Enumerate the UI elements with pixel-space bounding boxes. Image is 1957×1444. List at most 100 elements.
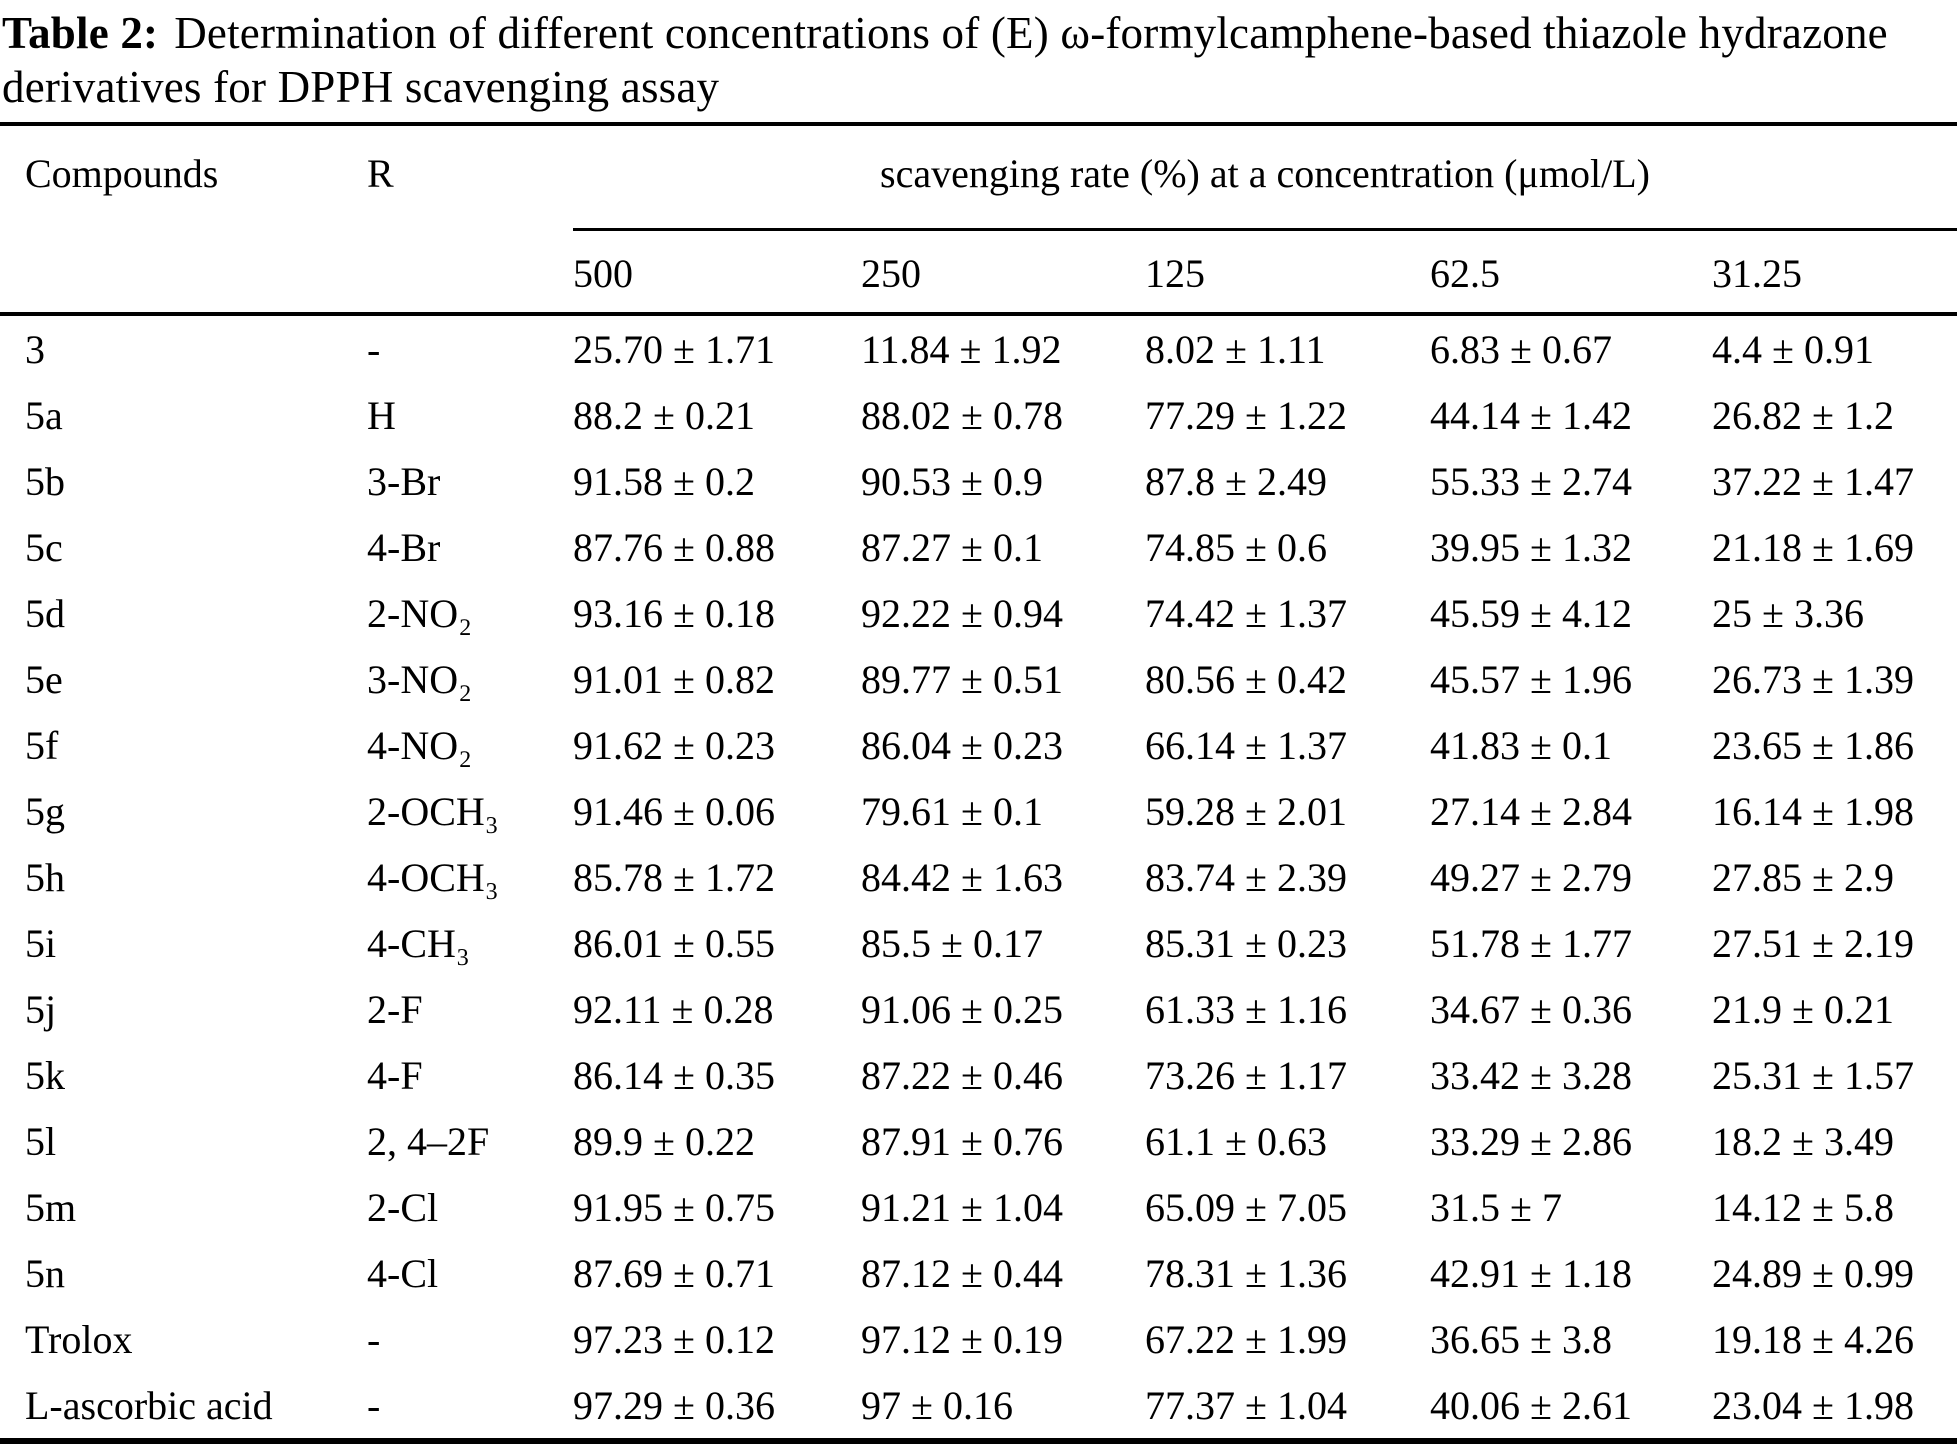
compound-cell: L-ascorbic acid: [25, 1382, 273, 1428]
scavenging-value-cell: 87.12 ± 0.44: [861, 1250, 1063, 1296]
scavenging-value-cell: 86.14 ± 0.35: [573, 1052, 775, 1098]
concentration-header: 31.25: [1712, 229, 1957, 316]
table-row: 3 - 25.70 ± 1.71 11.84 ± 1.92 8.02 ± 1.11 6.8…: [0, 314, 1957, 382]
header-row-top: Compounds R scavenging rate (%) at a con…: [0, 124, 1957, 316]
scavenging-value-cell: 23.04 ± 1.98: [1712, 1382, 1914, 1428]
r-substituent-cell: 4-NO₂: [367, 722, 473, 768]
scavenging-value-cell: 90.53 ± 0.9: [861, 458, 1043, 504]
compound-cell: 5d: [25, 590, 65, 636]
scavenging-value-cell: 84.42 ± 1.63: [861, 854, 1063, 900]
scavenging-value-cell: 51.78 ± 1.77: [1430, 920, 1632, 966]
scavenging-value-cell: 21.18 ± 1.69: [1712, 524, 1914, 570]
r-substituent-cell: 4-OCH₃: [367, 854, 499, 900]
compound-cell: 5l: [25, 1118, 57, 1164]
scavenging-value-cell: 8.02 ± 1.11: [1145, 326, 1326, 372]
compound-cell: 5j: [25, 986, 57, 1032]
scavenging-value-cell: 74.85 ± 0.6: [1145, 524, 1327, 570]
scavenging-value-cell: 87.22 ± 0.46: [861, 1052, 1063, 1098]
table-row: 5k 4-F 86.14 ± 0.35 87.22 ± 0.46 73.26 ± 1.1…: [0, 1042, 1957, 1108]
scavenging-value-cell: 33.29 ± 2.86: [1430, 1118, 1632, 1164]
table-row: 5d 2-NO₂ 93.16 ± 0.18 92.22 ± 0.94 74.42 ± 1…: [0, 580, 1957, 646]
scavenging-value-cell: 87.91 ± 0.76: [861, 1118, 1063, 1164]
scavenging-value-cell: 45.57 ± 1.96: [1430, 656, 1632, 702]
r-substituent-cell: -: [367, 1382, 381, 1428]
scavenging-value-cell: 91.62 ± 0.23: [573, 722, 775, 768]
table-row: 5a H 88.2 ± 0.21 88.02 ± 0.78 77.29 ± 1.22 44…: [0, 382, 1957, 448]
table-row: 5f 4-NO₂ 91.62 ± 0.23 86.04 ± 0.23 66.14 ± 1…: [0, 712, 1957, 778]
scavenging-value-cell: 65.09 ± 7.05: [1145, 1184, 1347, 1230]
compound-cell: 5k: [25, 1052, 65, 1098]
table-row: 5n 4-Cl 87.69 ± 0.71 87.12 ± 0.44 78.31 ± 1.…: [0, 1240, 1957, 1306]
scavenging-value-cell: 16.14 ± 1.98: [1712, 788, 1914, 834]
scavenging-value-cell: 97.23 ± 0.12: [573, 1316, 775, 1362]
scavenging-value-cell: 80.56 ± 0.42: [1145, 656, 1347, 702]
table-row: 5m 2-Cl 91.95 ± 0.75 91.21 ± 1.04 65.09 ± 7.…: [0, 1174, 1957, 1240]
scavenging-value-cell: 41.83 ± 0.1: [1430, 722, 1612, 768]
r-substituent-cell: 2-F: [367, 986, 423, 1032]
concentration-header-row: 500 250 125 62.5 31.25: [0, 229, 1957, 316]
scavenging-value-cell: 78.31 ± 1.36: [1145, 1250, 1347, 1296]
scavenging-value-cell: 21.9 ± 0.21: [1712, 986, 1894, 1032]
scavenging-value-cell: 59.28 ± 2.01: [1145, 788, 1347, 834]
scavenging-value-cell: 87.76 ± 0.88: [573, 524, 775, 570]
scavenging-value-cell: 27.14 ± 2.84: [1430, 788, 1632, 834]
scavenging-value-cell: 91.95 ± 0.75: [573, 1184, 775, 1230]
table-row: 5g 2-OCH₃ 91.46 ± 0.06 79.61 ± 0.1 59.28 ± 2…: [0, 778, 1957, 844]
scavenging-value-cell: 4.4 ± 0.91: [1712, 326, 1874, 372]
table-header: Compounds R scavenging rate (%) at a con…: [0, 124, 1957, 316]
r-substituent-cell: 4-CH₃: [367, 920, 470, 966]
r-substituent-cell: 3-Br: [367, 458, 441, 504]
compound-cell: 5n: [25, 1250, 65, 1296]
scavenging-value-cell: 36.65 ± 3.8: [1430, 1316, 1612, 1362]
concentration-header: 125: [1145, 229, 1430, 316]
scavenging-value-cell: 79.61 ± 0.1: [861, 788, 1043, 834]
scavenging-value-cell: 77.37 ± 1.04: [1145, 1382, 1347, 1428]
r-substituent-cell: 4-F: [367, 1052, 423, 1098]
table-row: Trolox - 97.23 ± 0.12 97.12 ± 0.19 67.22 ± 1…: [0, 1306, 1957, 1372]
r-substituent-cell: H: [367, 392, 396, 438]
compound-cell: 5i: [25, 920, 57, 966]
table-row: L-ascorbic acid - 97.29 ± 0.36 97 ± 0.16 77.…: [0, 1372, 1957, 1441]
scavenging-value-cell: 87.8 ± 2.49: [1145, 458, 1327, 504]
scavenging-value-cell: 86.01 ± 0.55: [573, 920, 775, 966]
scavenging-value-cell: 34.67 ± 0.36: [1430, 986, 1632, 1032]
scavenging-value-cell: 74.42 ± 1.37: [1145, 590, 1347, 636]
compound-cell: Trolox: [25, 1316, 133, 1362]
scavenging-value-cell: 31.5 ± 7: [1430, 1184, 1562, 1230]
scavenging-value-cell: 44.14 ± 1.42: [1430, 392, 1632, 438]
table-row: 5h 4-OCH₃ 85.78 ± 1.72 84.42 ± 1.63 83.74 ± …: [0, 844, 1957, 910]
scavenging-value-cell: 26.73 ± 1.39: [1712, 656, 1914, 702]
scavenging-value-cell: 88.2 ± 0.21: [573, 392, 755, 438]
concentration-header: 250: [861, 229, 1145, 316]
scavenging-value-cell: 19.18 ± 4.26: [1712, 1316, 1914, 1362]
r-substituent-cell: 4-Cl: [367, 1250, 439, 1296]
scavenging-value-cell: 37.22 ± 1.47: [1712, 458, 1914, 504]
scavenging-value-cell: 77.29 ± 1.22: [1145, 392, 1347, 438]
table-row: 5i 4-CH₃ 86.01 ± 0.55 85.5 ± 0.17 85.31 ± 0.…: [0, 910, 1957, 976]
r-substituent-cell: 2-NO₂: [367, 590, 473, 636]
scavenging-value-cell: 55.33 ± 2.74: [1430, 458, 1632, 504]
scavenging-value-cell: 83.74 ± 2.39: [1145, 854, 1347, 900]
table-row: 5l 2, 4–2F 89.9 ± 0.22 87.91 ± 0.76 61.1 ± 0…: [0, 1108, 1957, 1174]
scavenging-value-cell: 40.06 ± 2.61: [1430, 1382, 1632, 1428]
scavenging-value-cell: 49.27 ± 2.79: [1430, 854, 1632, 900]
scavenging-value-cell: 85.78 ± 1.72: [573, 854, 775, 900]
table-row: 5j 2-F 92.11 ± 0.28 91.06 ± 0.25 61.33 ± 1.1…: [0, 976, 1957, 1042]
scavenging-value-cell: 93.16 ± 0.18: [573, 590, 775, 636]
scavenging-value-cell: 61.33 ± 1.16: [1145, 986, 1347, 1032]
table-caption-label: Table 2:: [2, 8, 159, 58]
compound-cell: 5m: [25, 1184, 77, 1230]
concentration-header: 500: [573, 229, 861, 316]
scavenging-value-cell: 67.22 ± 1.99: [1145, 1316, 1347, 1362]
scavenging-value-cell: 87.69 ± 0.71: [573, 1250, 775, 1296]
header-r: R: [367, 124, 573, 316]
scavenging-value-cell: 14.12 ± 5.8: [1712, 1184, 1894, 1230]
scavenging-value-cell: 92.22 ± 0.94: [861, 590, 1063, 636]
r-substituent-cell: -: [367, 1316, 381, 1362]
scavenging-value-cell: 89.9 ± 0.22: [573, 1118, 755, 1164]
scavenging-value-cell: 66.14 ± 1.37: [1145, 722, 1347, 768]
scavenging-value-cell: 91.58 ± 0.2: [573, 458, 755, 504]
scavenging-value-cell: 91.01 ± 0.82: [573, 656, 775, 702]
scavenging-value-cell: 39.95 ± 1.32: [1430, 524, 1632, 570]
compound-cell: 5h: [25, 854, 65, 900]
